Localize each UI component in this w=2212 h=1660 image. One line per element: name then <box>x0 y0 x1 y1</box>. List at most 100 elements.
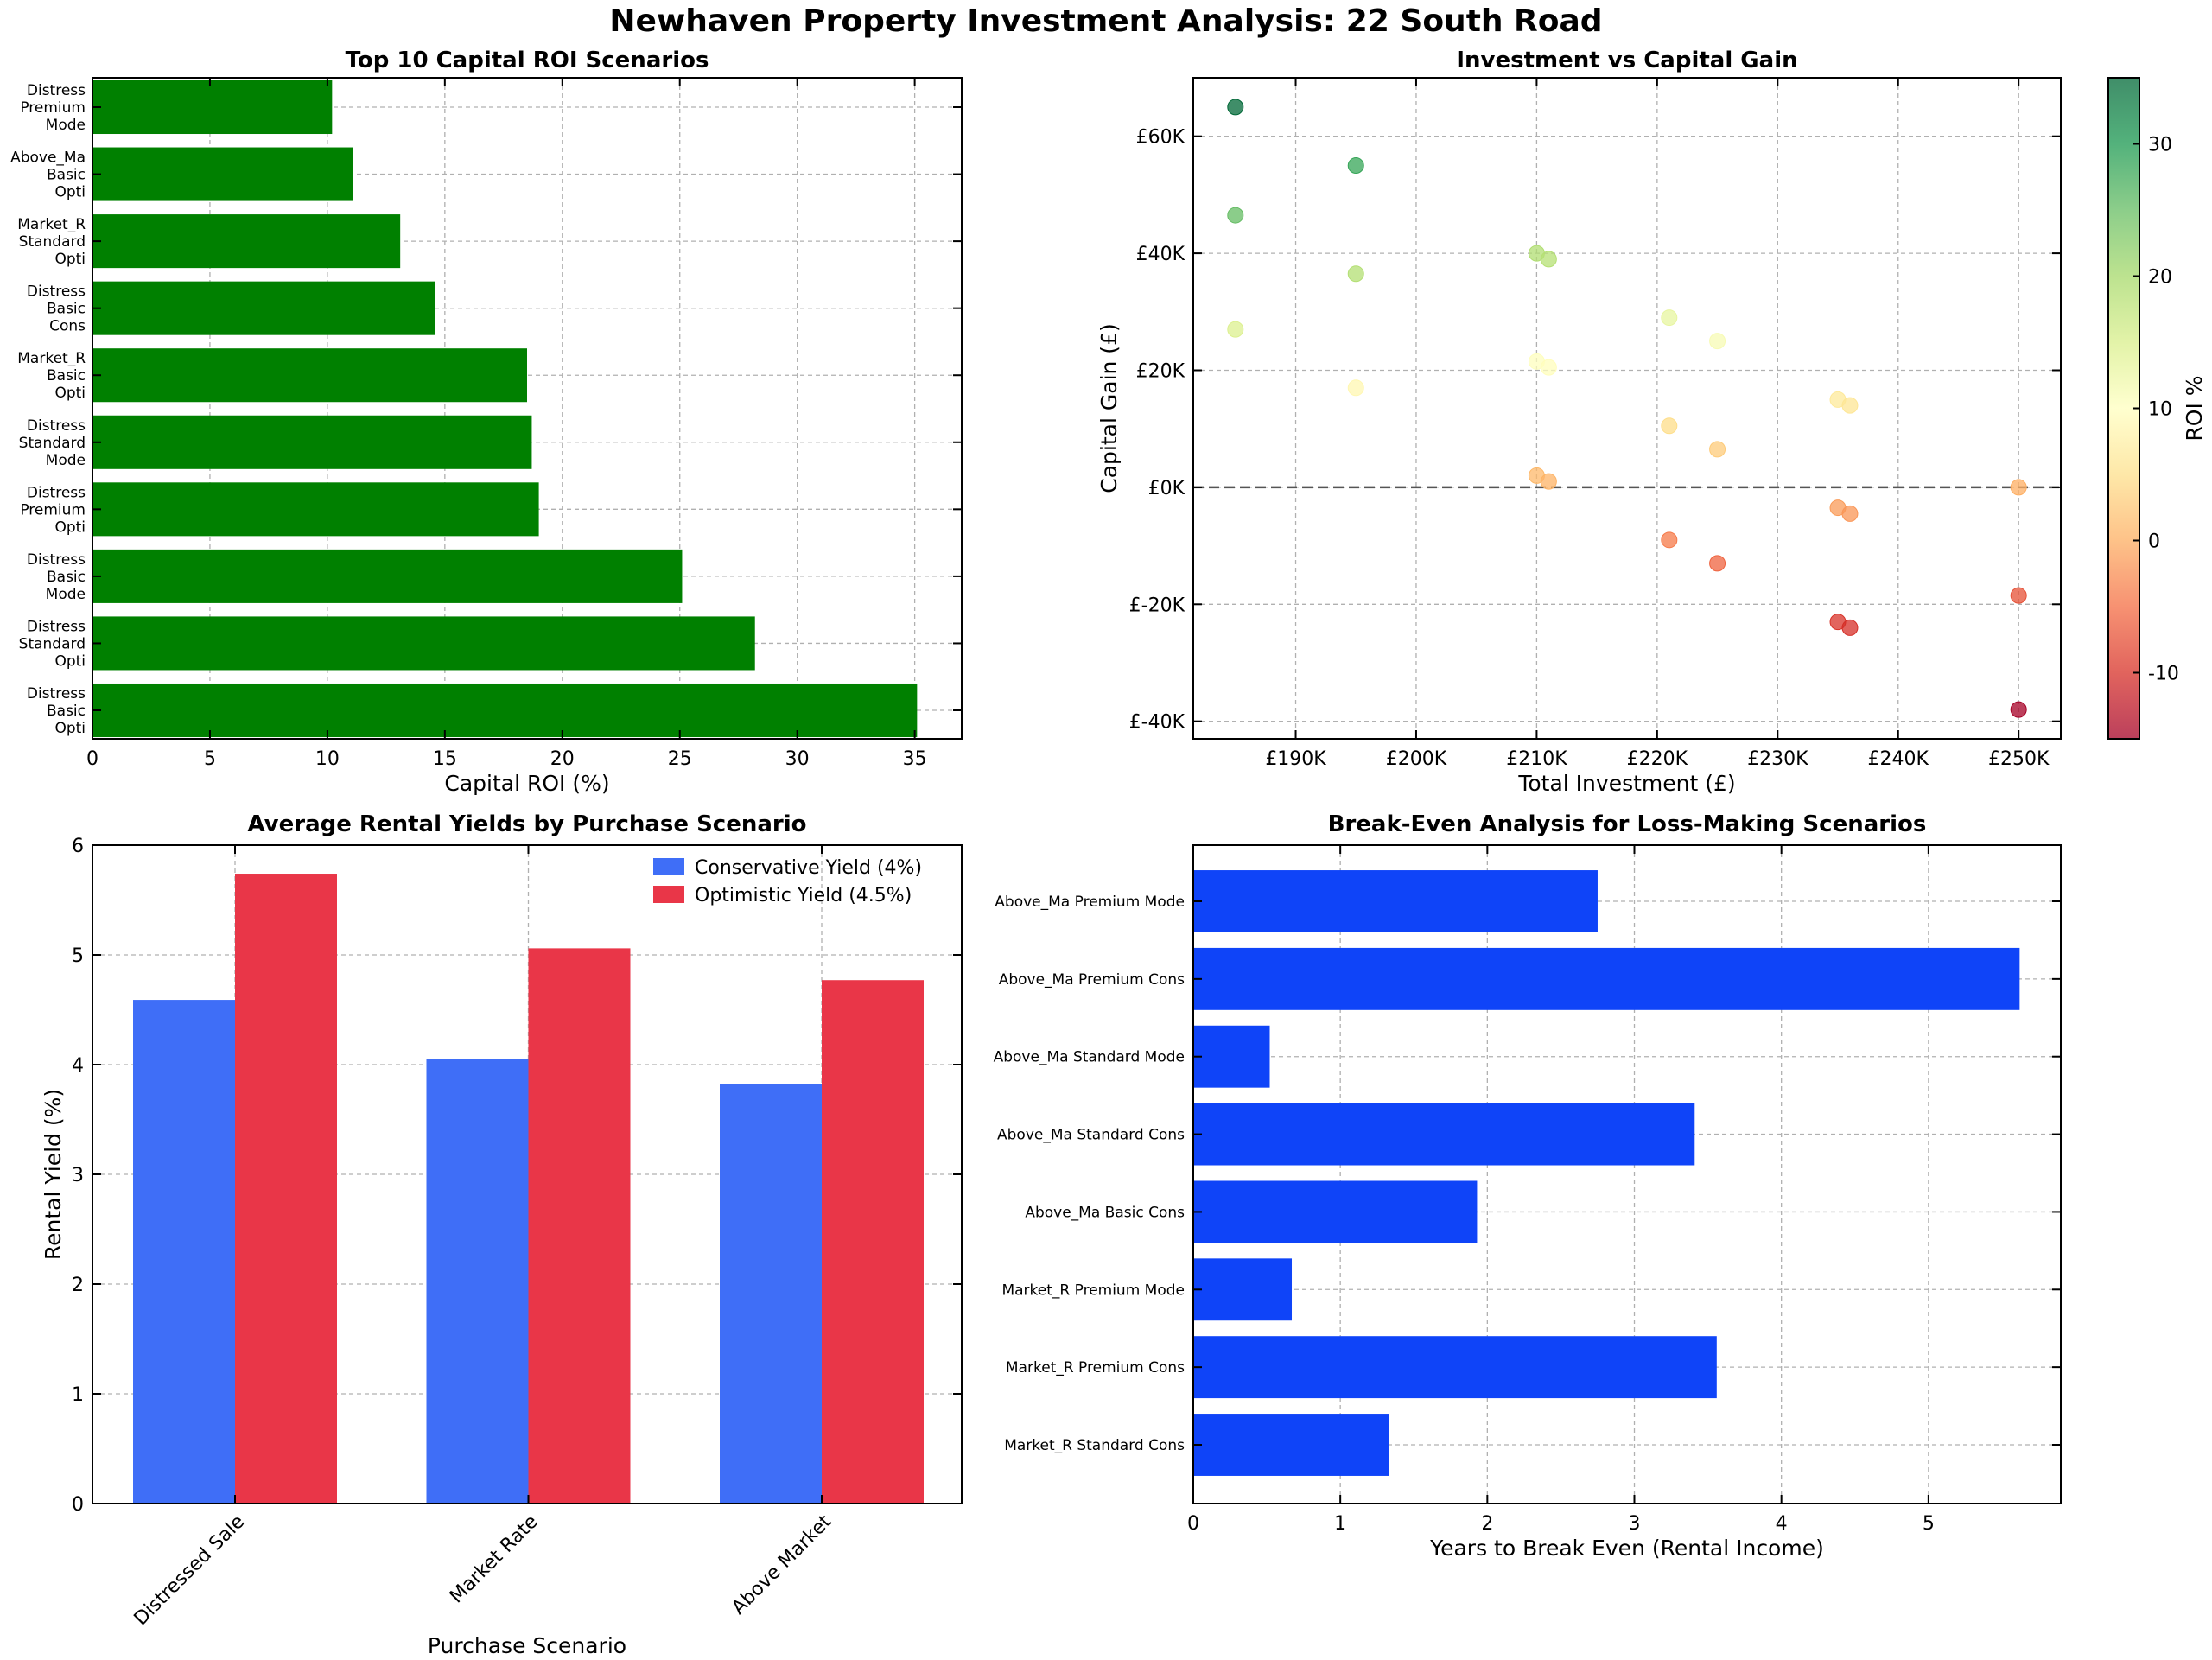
plot-frame <box>1192 77 2062 740</box>
x-axis-label: Purchase Scenario <box>428 1633 626 1658</box>
colorbar-tick-label: 10 <box>2148 399 2172 421</box>
scatter-point <box>1540 473 1557 490</box>
scatter-point <box>2010 701 2027 718</box>
y-tick-label: 3 <box>72 1165 84 1186</box>
scatter-point <box>1227 321 1244 338</box>
x-tick-label: £210K <box>1506 748 1567 770</box>
bar <box>528 948 631 1504</box>
plot-frame <box>92 77 963 740</box>
legend-swatch <box>653 886 684 903</box>
x-tick-label: £200K <box>1386 748 1447 770</box>
x-tick-label: 0 <box>86 748 99 770</box>
scatter-point <box>1661 417 1678 435</box>
x-axis-label: Total Investment (£) <box>1517 771 1735 796</box>
x-axis-label: Years to Break Even (Rental Income) <box>1429 1536 1824 1561</box>
legend-swatch <box>653 858 684 875</box>
y-tick-label: £0K <box>1148 478 1185 499</box>
bar <box>92 348 527 403</box>
panel-break-even: 0 1 2 3 4 5 Above_Ma Premium Mode Above_Ma Prem… <box>994 811 2062 1561</box>
y-tick-label: 0 <box>72 1494 84 1516</box>
scatter-point <box>1661 309 1678 327</box>
y-tick-label: Above_Ma Basic Opti <box>10 149 86 201</box>
x-tick-label: £250K <box>1988 748 2050 770</box>
y-tick-label: Distress Premium Mode <box>20 82 86 134</box>
x-tick-label: 5 <box>1923 1513 1935 1535</box>
scatter-point <box>1709 555 1726 572</box>
bar <box>1193 1103 1695 1166</box>
x-tick-label: 30 <box>785 748 810 770</box>
bar <box>92 482 539 537</box>
y-tick-label: £20K <box>1136 360 1185 382</box>
x-tick-label: £190K <box>1265 748 1326 770</box>
scatter-point <box>2010 587 2027 604</box>
bar <box>235 874 337 1504</box>
y-tick-label: 5 <box>72 945 84 967</box>
scatter-point <box>1841 397 1859 414</box>
legend-label: Conservative Yield (4%) <box>695 857 922 879</box>
scatter-point <box>1661 531 1678 549</box>
x-tick-label: 0 <box>1187 1513 1199 1535</box>
x-tick-label: Above Market <box>728 1511 836 1619</box>
x-tick-label: 5 <box>204 748 216 770</box>
x-tick-label: 35 <box>903 748 927 770</box>
x-tick-label: 10 <box>315 748 340 770</box>
panel-title: Investment vs Capital Gain <box>1456 48 1797 73</box>
y-tick-label: £-20K <box>1129 595 1185 616</box>
x-tick-label: Market Rate <box>446 1511 543 1608</box>
bar <box>92 214 401 269</box>
y-tick-label: Market_R Standard Opti <box>17 216 86 268</box>
bar <box>1193 1180 1478 1243</box>
panel-title: Break-Even Analysis for Loss-Making Scen… <box>1328 811 1927 837</box>
x-tick-label: £230K <box>1747 748 1808 770</box>
colorbar-tick-label: -10 <box>2148 664 2179 685</box>
bar <box>1193 1414 1389 1476</box>
bar <box>1193 870 1598 932</box>
bar <box>92 683 918 738</box>
panel-investment-scatter: £190K £200K £210K £220K £230K £240K £250K £-40K… <box>1096 48 2207 796</box>
scatter-point <box>1841 505 1859 522</box>
scatter-point <box>1709 333 1726 350</box>
y-tick-label: Above_Ma Basic Cons <box>1025 1204 1185 1221</box>
y-tick-label: Above_Ma Premium Cons <box>999 971 1185 989</box>
y-tick-label: Market_R Standard Cons <box>1004 1437 1185 1454</box>
y-tick-label: Distress Standard Mode <box>19 417 86 469</box>
bar <box>92 281 435 335</box>
scatter-point <box>1347 379 1364 397</box>
panel-top-roi: 0 5 10 15 20 25 30 35 Distress Basic Opti Distress S… <box>10 48 963 796</box>
scatter-point <box>1709 441 1726 458</box>
x-axis-label: Capital ROI (%) <box>444 771 609 796</box>
bar <box>92 147 353 201</box>
scatter-point <box>1540 251 1557 268</box>
y-tick-label: Market_R Premium Mode <box>1001 1282 1185 1299</box>
y-tick-label: £-40K <box>1129 712 1185 734</box>
x-tick-label: 15 <box>433 748 457 770</box>
scatter-point <box>1227 99 1244 116</box>
scatter-point <box>1227 207 1244 224</box>
x-tick-label: 3 <box>1629 1513 1641 1535</box>
x-tick-label: 4 <box>1776 1513 1788 1535</box>
scatter-point <box>1540 359 1557 376</box>
bar <box>92 549 683 603</box>
y-tick-label: Above_Ma Standard Mode <box>994 1049 1185 1066</box>
y-tick-label: Market_R Premium Cons <box>1006 1359 1185 1377</box>
y-tick-label: Market_R Basic Opti <box>17 350 86 402</box>
x-tick-label: £220K <box>1627 748 1688 770</box>
y-tick-label: Distress Basic Cons <box>27 283 86 335</box>
colorbar-tick-label: 0 <box>2148 531 2160 553</box>
y-tick-label: Distress Premium Opti <box>20 484 86 536</box>
panel-rental-yields: 0 1 2 3 4 5 6 Distressed Sale Market Rate Above M… <box>41 811 963 1658</box>
bar <box>92 415 532 469</box>
x-tick-label: 25 <box>668 748 692 770</box>
y-axis-label: Rental Yield (%) <box>41 1089 66 1260</box>
colorbar-tick-label: 30 <box>2148 135 2172 156</box>
scatter-point <box>1841 619 1859 636</box>
bar <box>133 1000 235 1504</box>
y-tick-label: 4 <box>72 1055 84 1077</box>
x-tick-label: Distressed Sale <box>130 1511 250 1631</box>
x-tick-label: 2 <box>1481 1513 1493 1535</box>
x-tick-label: 20 <box>550 748 575 770</box>
bar <box>92 80 333 135</box>
y-tick-label: Above_Ma Standard Cons <box>997 1127 1185 1144</box>
bar <box>1193 1025 1270 1088</box>
y-axis-label: Capital Gain (£) <box>1096 323 1122 493</box>
